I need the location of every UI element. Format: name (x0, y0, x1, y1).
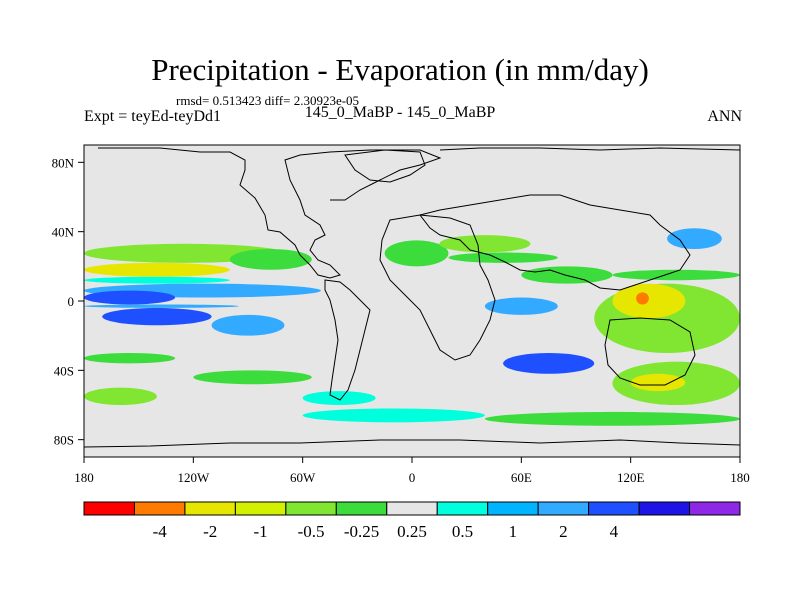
contour-region-7 (102, 307, 212, 326)
contour-region-27 (484, 411, 740, 426)
lon-tick-label: 120E (617, 470, 645, 485)
contour-region-23 (503, 353, 595, 374)
colorbar-label: 4 (610, 522, 619, 541)
lat-tick-label: 40N (52, 225, 75, 240)
colorbar-swatch (133, 501, 186, 516)
continent-antarctica-outline (84, 439, 740, 448)
contour-region-26 (302, 408, 485, 423)
map-frame: 180 120W 60W 0 60E 120E 180 80N 40N 0 40S 80S (52, 144, 750, 485)
lon-tick-label: 60E (511, 470, 532, 485)
continent-arctic-outline (439, 147, 740, 151)
lat-tick-label: 0 (68, 294, 75, 309)
period-label: 145_0_MaBP - 145_0_MaBP (304, 104, 496, 121)
contour-region-20 (636, 292, 649, 305)
colorbar-label: -2 (203, 522, 217, 541)
colorbar-swatch (537, 501, 590, 516)
contour-region-6 (84, 304, 239, 308)
continent-africa-outline (379, 214, 496, 361)
colorbar-swatch (184, 501, 236, 516)
lat-tick-label: 80N (52, 155, 75, 170)
precip-evap-field (84, 228, 740, 426)
contour-region-12 (302, 391, 376, 406)
contour-region-2 (229, 249, 312, 270)
continent-outlines (84, 147, 740, 448)
colorbar-swatch (83, 501, 135, 516)
colorbar-swatch (335, 501, 388, 516)
contour-region-8 (211, 314, 285, 336)
axis-ticks: 180 120W 60W 0 60E 120E 180 80N 40N 0 40S 80S (52, 155, 750, 485)
contour-region-25 (630, 373, 686, 392)
colorbar-swatch (285, 501, 337, 516)
colorbar-label: 0.25 (397, 522, 427, 541)
colorbar-swatch (234, 501, 287, 516)
continent-australia-outline (604, 317, 696, 386)
colorbar-label: 1 (509, 522, 518, 541)
plot-title: Precipitation - Evaporation (in mm/day) (151, 52, 649, 87)
contour-region-21 (667, 228, 722, 250)
contour-region-15 (448, 252, 558, 263)
contour-region-17 (484, 297, 558, 315)
colorbar: -4 -2 -1 -0.5 -0.25 0.25 0.5 1 2 4 (83, 501, 741, 541)
contour-region-5 (84, 290, 176, 305)
contour-region-9 (84, 353, 176, 364)
colorbar-label: 0.5 (452, 522, 473, 541)
continent-south-america-outline (324, 279, 371, 401)
colorbar-label: -0.5 (298, 522, 325, 541)
contour-region-13 (384, 240, 449, 267)
contour-region-10 (193, 370, 312, 385)
contour-region-19 (612, 283, 686, 319)
contour-region-11 (84, 387, 157, 406)
colorbar-swatch (436, 501, 489, 516)
continent-north-america-outline (98, 147, 442, 279)
lon-tick-label: 180 (74, 470, 94, 485)
colorbar-swatch (386, 501, 438, 516)
colorbar-swatch (638, 501, 691, 516)
lon-tick-label: 120W (177, 470, 210, 485)
colorbar-label: -4 (153, 522, 168, 541)
lon-tick-label: 180 (730, 470, 750, 485)
contour-region-1 (84, 262, 230, 277)
colorbar-swatch (588, 501, 640, 516)
contour-region-14 (439, 235, 531, 253)
contour-region-22 (612, 269, 740, 281)
season-label: ANN (707, 108, 742, 125)
stats-line: rmsd= 0.513423 diff= 2.30923e-05 (176, 93, 360, 108)
continent-eurasia-outline (419, 194, 691, 291)
greenland-outline (344, 149, 426, 183)
experiment-label: Expt = teyEd-teyDd1 (84, 108, 221, 125)
lon-tick-label: 0 (409, 470, 416, 485)
colorbar-label: -0.25 (344, 522, 379, 541)
colorbar-label: 2 (559, 522, 568, 541)
lat-tick-label: 40S (54, 363, 74, 378)
lon-tick-label: 60W (290, 470, 316, 485)
contour-region-3 (84, 276, 230, 284)
colorbar-swatch (487, 501, 539, 516)
colorbar-label: -1 (254, 522, 268, 541)
lat-tick-label: 80S (54, 433, 74, 448)
colorbar-swatch (689, 501, 741, 516)
